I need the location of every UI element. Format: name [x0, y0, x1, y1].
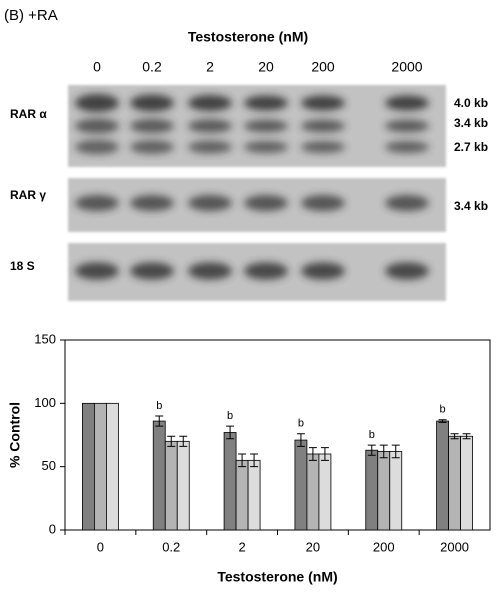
- error-bar: [296, 433, 305, 447]
- blot: 0 0.2 2 20 200 2000 RAR α 4.0 kb 3.4 kb 2.7 kb RAR…: [10, 59, 488, 301]
- x-tick-label: 0.2: [162, 539, 180, 554]
- blot-band: [385, 140, 429, 154]
- band-size: 3.4 kb: [454, 116, 488, 130]
- blot-band: [75, 94, 119, 112]
- bar: [460, 435, 473, 531]
- blot-band: [130, 195, 174, 211]
- bar: [164, 440, 178, 531]
- bar: [448, 435, 461, 531]
- blot-band: [301, 140, 345, 154]
- error-bar: [238, 453, 247, 468]
- y-tick-label: 150: [34, 331, 56, 346]
- y-tick-label: 100: [34, 395, 56, 410]
- blot-band: [75, 118, 119, 134]
- band-size: 3.4 kb: [454, 199, 488, 213]
- bar: [294, 439, 308, 531]
- y-tick-label: 0: [49, 521, 56, 536]
- lane-label: 2000: [391, 59, 422, 75]
- blot-band: [244, 140, 288, 154]
- annotation: b: [440, 404, 446, 416]
- blot-band: [301, 195, 345, 211]
- blot-band: [301, 262, 345, 280]
- blot-band: [75, 262, 119, 280]
- error-bar: [320, 447, 329, 461]
- bar: [106, 402, 119, 531]
- annotation: b: [227, 410, 233, 422]
- y-axis-label: % Control: [7, 402, 23, 468]
- error-bar: [167, 435, 176, 447]
- blot-band: [244, 262, 288, 280]
- x-tick-label: 0: [97, 539, 104, 554]
- bar: [247, 459, 261, 531]
- row-label: 18 S: [10, 259, 35, 273]
- blot-band: [244, 95, 288, 111]
- plot-area: [64, 339, 491, 531]
- lane-label: 0.2: [142, 59, 162, 75]
- annotation: b: [298, 418, 304, 430]
- error-bar: [450, 433, 459, 440]
- blot-band: [130, 140, 174, 154]
- blot-title: (B) +RA: [4, 7, 58, 24]
- bar: [94, 402, 107, 531]
- blot-header: Testosterone (nM): [188, 29, 308, 45]
- blot-band: [130, 94, 174, 112]
- bar: [436, 420, 449, 531]
- row-label: RAR α: [10, 107, 47, 121]
- error-bar: [250, 453, 259, 468]
- blot-band: [301, 95, 345, 111]
- blot-band: [130, 118, 174, 134]
- chart: 0 50 100 150 % Control Testosterone (nM) 0 0.2 b…: [7, 331, 491, 585]
- blot-band: [188, 195, 232, 211]
- band-size: 4.0 kb: [454, 96, 488, 110]
- error-bar: [367, 444, 376, 456]
- bar: [377, 451, 391, 531]
- blot-band: [130, 262, 174, 280]
- error-bar: [226, 425, 235, 440]
- blot-band: [301, 119, 345, 133]
- blot-band: [188, 262, 232, 280]
- blot-band: [385, 119, 429, 133]
- bar: [235, 459, 249, 531]
- x-tick-label: 2000: [440, 539, 469, 554]
- band-size: 2.7 kb: [454, 140, 488, 154]
- bar: [306, 453, 320, 531]
- blot-band: [385, 262, 429, 280]
- error-bar: [155, 415, 164, 427]
- annotation: b: [369, 429, 375, 441]
- lane-label: 0: [93, 59, 101, 75]
- bar: [365, 449, 379, 531]
- error-bar: [308, 447, 317, 461]
- lane-label: 20: [258, 59, 274, 75]
- bar: [389, 451, 403, 531]
- blot-band: [385, 95, 429, 111]
- blot-band: [244, 119, 288, 133]
- x-tick-label: 2: [238, 539, 245, 554]
- bar: [318, 453, 332, 531]
- x-tick-label: 200: [373, 539, 395, 554]
- blot-band: [244, 195, 288, 211]
- row-label: RAR γ: [10, 188, 46, 202]
- error-bar: [379, 444, 388, 459]
- bar: [223, 432, 237, 531]
- x-axis-label: Testosterone (nM): [217, 569, 337, 585]
- bar: [82, 402, 95, 531]
- lane-label: 2: [206, 59, 214, 75]
- error-bar: [438, 419, 447, 423]
- y-tick-label: 50: [42, 458, 56, 473]
- bar: [176, 440, 190, 531]
- annotation: b: [156, 400, 162, 412]
- x-tick-label: 20: [306, 539, 320, 554]
- blot-band: [385, 195, 429, 211]
- error-bar: [391, 444, 400, 459]
- error-bar: [462, 433, 471, 440]
- blot-band: [188, 140, 232, 154]
- error-bar: [179, 435, 188, 447]
- blot-band: [188, 94, 232, 112]
- lane-label: 200: [311, 59, 335, 75]
- blot-band: [75, 195, 119, 211]
- blot-band: [188, 119, 232, 133]
- bar: [152, 420, 166, 531]
- blot-band: [75, 139, 119, 155]
